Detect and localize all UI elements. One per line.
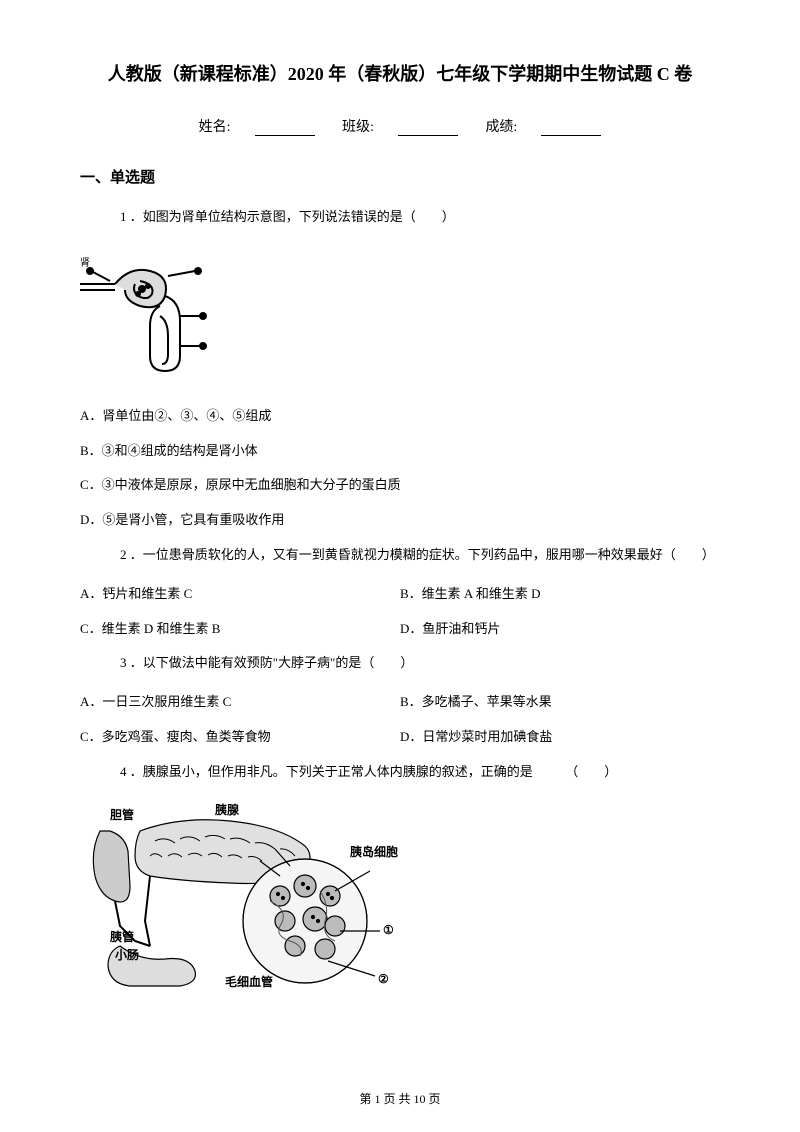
fig2-duct: 胰管: [110, 929, 134, 944]
fig2-gallbladder: 胆管: [110, 807, 134, 822]
q1-figure: 肾: [80, 246, 720, 386]
q1-optC: C．③中液体是原尿，原尿中无血细胞和大分子的蛋白质: [80, 475, 720, 496]
q2-optD: D．鱼肝油和钙片: [400, 619, 720, 640]
class-blank[interactable]: [398, 122, 458, 136]
q3-optA: A．一日三次服用维生素 C: [80, 692, 400, 713]
q2-row1: A．钙片和维生素 C B．维生素 A 和维生素 D: [80, 584, 720, 605]
info-line: 姓名: 班级: 成绩:: [80, 116, 720, 136]
name-label: 姓名:: [199, 120, 231, 135]
q1-text: 1 ．如图为肾单位结构示意图，下列说法错误的是（ ）: [80, 207, 720, 228]
page-footer: 第 1 页 共 10 页: [0, 1090, 800, 1107]
q2-optC: C．维生素 D 和维生素 B: [80, 619, 400, 640]
fig2-islet: 胰岛细胞: [350, 844, 398, 859]
fig2-num1: ①: [383, 923, 394, 937]
q1-optA: A．肾单位由②、③、④、⑤组成: [80, 406, 720, 427]
fig2-capillary: 毛细血管: [225, 974, 273, 989]
q3-row1: A．一日三次服用维生素 C B．多吃橘子、苹果等水果: [80, 692, 720, 713]
q1-optB: B．③和④组成的结构是肾小体: [80, 441, 720, 462]
class-label: 班级:: [342, 120, 374, 135]
fig2-intestine: 小肠: [115, 947, 139, 962]
q3-row2: C．多吃鸡蛋、瘦肉、鱼类等食物 D．日常炒菜时用加碘食盐: [80, 727, 720, 748]
section-title: 一、单选题: [80, 166, 720, 187]
q3-optC: C．多吃鸡蛋、瘦肉、鱼类等食物: [80, 727, 400, 748]
q4-figure: 胆管 胰腺 胰岛细胞 ① ② 胰管 小肠 毛细血管: [80, 801, 720, 991]
score-label: 成绩:: [485, 120, 517, 135]
q3-optD: D．日常炒菜时用加碘食盐: [400, 727, 720, 748]
fig2-pancreas: 胰腺: [215, 802, 240, 817]
name-blank[interactable]: [255, 122, 315, 136]
q4-text: 4 ．胰腺虽小，但作用非凡。下列关于正常人体内胰腺的叙述，正确的是 （ ）: [80, 762, 720, 783]
q1-optD: D．⑤是肾小管，它具有重吸收作用: [80, 510, 720, 531]
fig2-num2: ②: [378, 972, 389, 986]
q2-optB: B．维生素 A 和维生素 D: [400, 584, 720, 605]
fig1-label: 肾: [80, 257, 90, 269]
q2-optA: A．钙片和维生素 C: [80, 584, 400, 605]
q3-optB: B．多吃橘子、苹果等水果: [400, 692, 720, 713]
q2-text: 2 ．一位患骨质软化的人，又有一到黄昏就视力模糊的症状。下列药品中，服用哪一种效…: [80, 545, 720, 566]
exam-title: 人教版（新课程标准）2020 年（春秋版）七年级下学期期中生物试题 C 卷: [80, 60, 720, 86]
score-blank[interactable]: [541, 122, 601, 136]
q3-text: 3 ．以下做法中能有效预防"大脖子病"的是（ ）: [80, 653, 720, 674]
q2-row2: C．维生素 D 和维生素 B D．鱼肝油和钙片: [80, 619, 720, 640]
